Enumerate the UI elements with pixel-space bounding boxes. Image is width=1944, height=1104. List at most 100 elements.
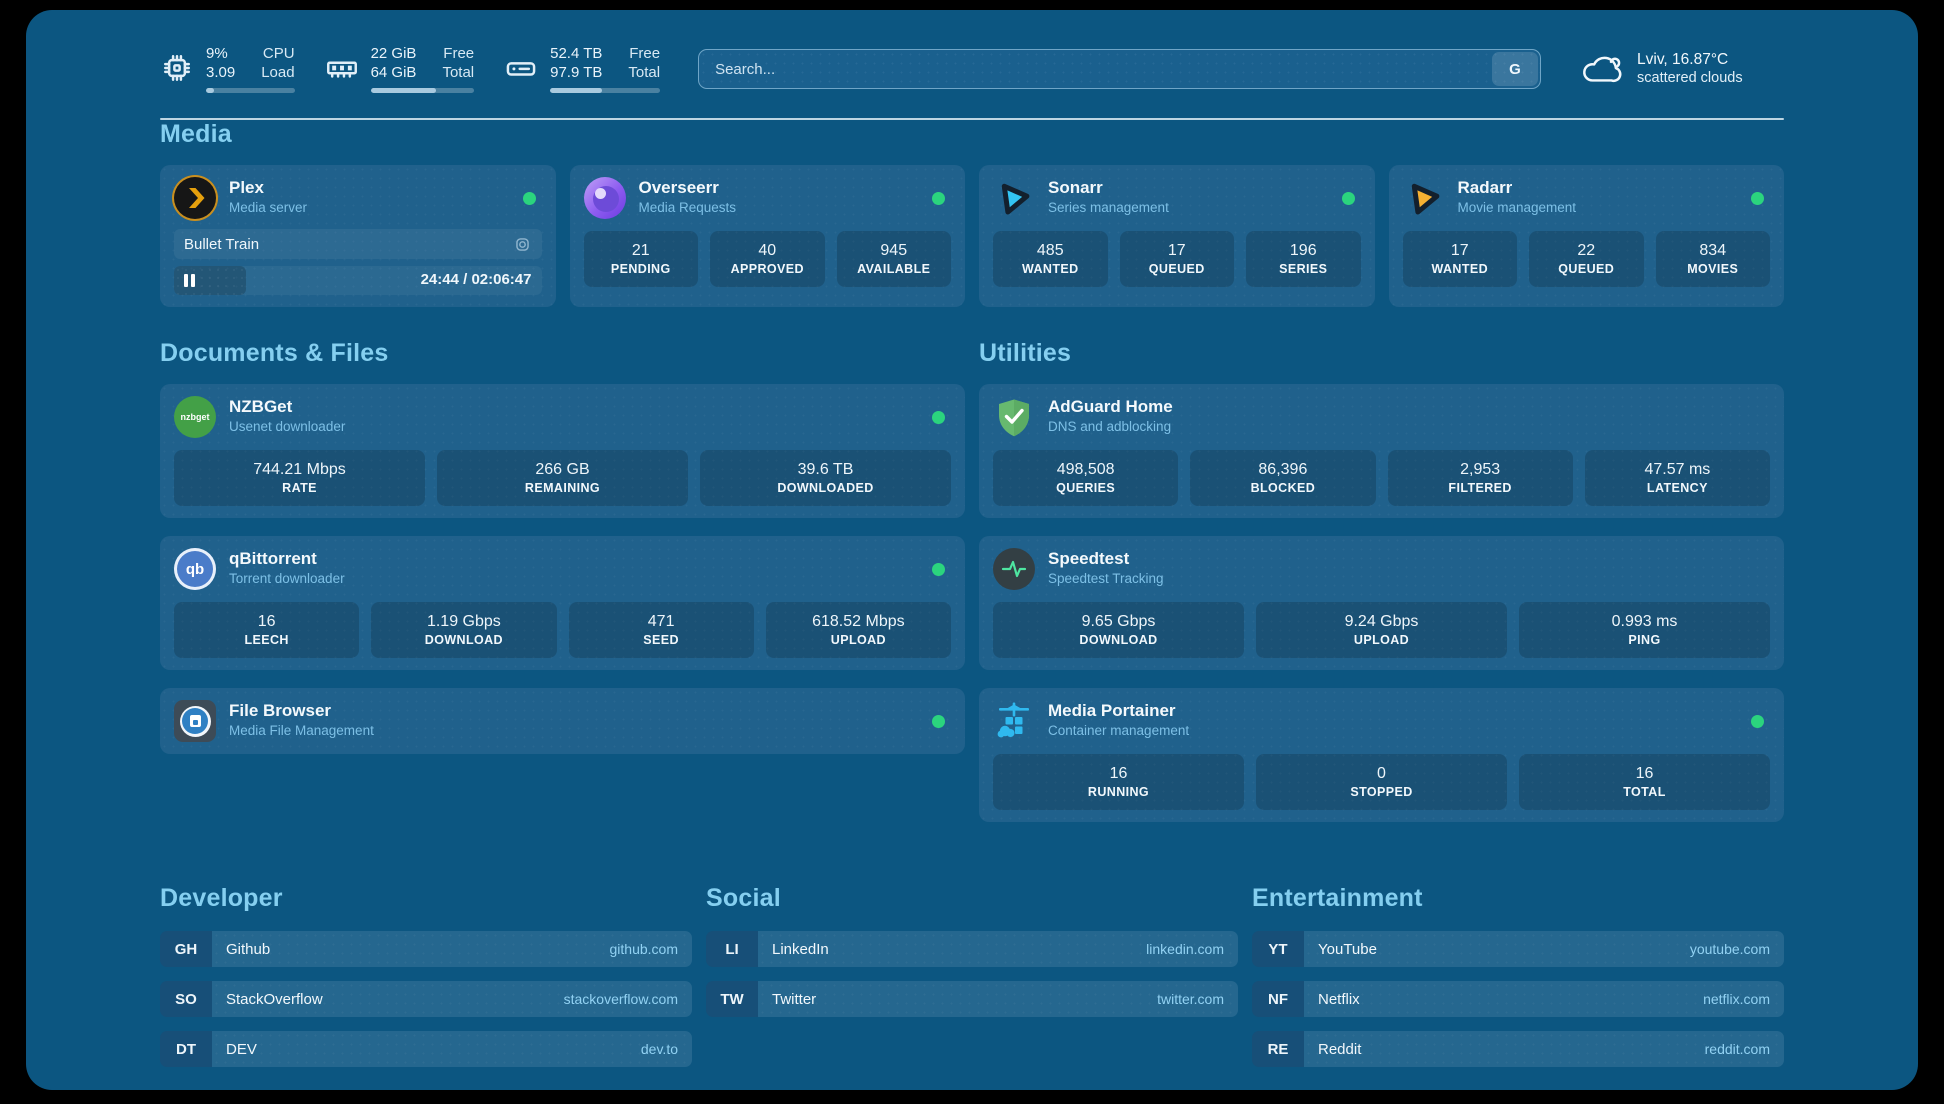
stat-label: DOWNLOAD xyxy=(424,633,503,647)
stat-label: PING xyxy=(1628,633,1661,647)
stat-value: 196 xyxy=(1289,242,1317,259)
app-subtitle: Usenet downloader xyxy=(229,419,346,434)
cloud-icon xyxy=(1583,56,1622,83)
pause-icon[interactable] xyxy=(184,274,195,287)
bookmark-url: youtube.com xyxy=(1689,941,1770,957)
utilities-column: Utilities AdGuard Home DNS and adblockin… xyxy=(979,339,1784,840)
playback-progress-bar[interactable]: 24:44 / 02:06:47 xyxy=(174,266,542,295)
app-subtitle: Movie management xyxy=(1457,200,1577,215)
stat-value: 9.24 Gbps xyxy=(1344,613,1419,630)
stat-tile: 47.57 ms LATENCY xyxy=(1584,450,1770,506)
bookmark-netflix[interactable]: NF Netflix netflix.com xyxy=(1252,981,1784,1017)
stat-tile: 9.24 Gbps UPLOAD xyxy=(1256,602,1507,658)
search-input[interactable] xyxy=(698,49,1541,89)
section-title-documents: Documents & Files xyxy=(160,339,389,367)
stat-tile: 16 TOTAL xyxy=(1519,754,1770,810)
stat-value: 744.21 Mbps xyxy=(253,461,346,478)
app-card-nzbget[interactable]: nzbget NZBGet Usenet downloader 744.21 M… xyxy=(160,384,965,518)
app-name: Radarr xyxy=(1457,178,1513,197)
bookmark-name: Reddit xyxy=(1318,1040,1362,1058)
stat-tile: 834 MOVIES xyxy=(1655,231,1770,287)
stat-value: 1.19 Gbps xyxy=(426,613,501,630)
bookmark-youtube[interactable]: YT YouTube youtube.com xyxy=(1252,931,1784,967)
stat-value: 39.6 TB xyxy=(797,461,854,478)
app-card-adguard[interactable]: AdGuard Home DNS and adblocking 498,508 … xyxy=(979,384,1784,518)
stat-tile: 618.52 Mbps UPLOAD xyxy=(765,602,951,658)
app-card-plex[interactable]: Plex Media server Bullet Train 24:44 / 0… xyxy=(160,165,556,307)
app-subtitle: Torrent downloader xyxy=(229,571,345,586)
stat-label: QUEUED xyxy=(1558,262,1615,276)
app-card-qbittorrent[interactable]: qb qBittorrent Torrent downloader 16 LEE… xyxy=(160,536,965,670)
bookmark-twitter[interactable]: TW Twitter twitter.com xyxy=(706,981,1238,1017)
stat-tile: 0 STOPPED xyxy=(1256,754,1507,810)
stat-value: 22 xyxy=(1577,242,1596,259)
bookmark-abbr: TW xyxy=(706,981,758,1017)
app-card-radarr[interactable]: Radarr Movie management 17 WANTED 22 QUE… xyxy=(1388,165,1784,307)
app-name: Sonarr xyxy=(1048,178,1103,197)
radarr-icon xyxy=(1403,177,1445,219)
memory-icon xyxy=(326,61,357,78)
qbittorrent-icon: qb xyxy=(174,548,216,590)
bookmark-url: netflix.com xyxy=(1703,991,1770,1007)
app-card-filebrowser[interactable]: File Browser Media File Management xyxy=(160,688,965,754)
search-engine-button[interactable]: G xyxy=(1492,52,1538,86)
bookmark-linkedin[interactable]: LI LinkedIn linkedin.com xyxy=(706,931,1238,967)
status-dot xyxy=(932,410,945,424)
stat-tile: 16 RUNNING xyxy=(993,754,1244,810)
memory-label-2: Total xyxy=(442,64,475,81)
bookmark-abbr: RE xyxy=(1252,1031,1304,1067)
bookmark-url: stackoverflow.com xyxy=(563,991,678,1007)
app-card-portainer[interactable]: Media Portainer Container management 16 … xyxy=(979,688,1784,822)
app-name: qBittorrent xyxy=(229,549,317,568)
status-dot xyxy=(932,191,945,205)
bookmark-stackoverflow[interactable]: SO StackOverflow stackoverflow.com xyxy=(160,981,692,1017)
weather-location-temp: Lviv, 16.87°C xyxy=(1637,51,1729,68)
memory-progress-fill xyxy=(370,88,436,93)
cpu-label-2: Load xyxy=(261,64,295,81)
status-dot xyxy=(1751,191,1764,205)
disk-label-1: Free xyxy=(629,45,661,62)
disk-progress-bar xyxy=(550,88,661,93)
app-name: File Browser xyxy=(229,701,332,720)
disk-value-1: 52.4 TB xyxy=(550,45,603,62)
bookmark-name: Netflix xyxy=(1318,990,1360,1008)
app-name: NZBGet xyxy=(229,397,293,416)
app-card-sonarr[interactable]: Sonarr Series management 485 WANTED 17 Q… xyxy=(979,165,1375,307)
app-card-overseerr[interactable]: Overseerr Media Requests 21 PENDING 40 A… xyxy=(569,165,965,307)
session-icon[interactable] xyxy=(513,235,532,254)
stat-label: BLOCKED xyxy=(1250,481,1316,495)
app-name: Media Portainer xyxy=(1048,701,1176,720)
bookmark-abbr: DT xyxy=(160,1031,212,1067)
stat-value: 16 xyxy=(1635,765,1654,782)
bookmark-group-entertainment: Entertainment YT YouTube youtube.com NF … xyxy=(1252,884,1784,1081)
stat-value: 40 xyxy=(758,242,777,259)
stat-tile: 945 AVAILABLE xyxy=(836,231,951,287)
bookmark-name: Github xyxy=(226,940,271,958)
stat-value: 618.52 Mbps xyxy=(812,613,905,630)
cpu-icon xyxy=(163,54,191,82)
app-name: Overseerr xyxy=(638,178,719,197)
section-title-utilities: Utilities xyxy=(979,339,1072,367)
stat-value: 16 xyxy=(257,613,276,630)
app-subtitle: Container management xyxy=(1048,723,1190,738)
stat-tile: 17 QUEUED xyxy=(1119,231,1234,287)
bookmark-group-social: Social LI LinkedIn linkedin.com TW Twitt… xyxy=(706,884,1238,1081)
app-card-speedtest[interactable]: Speedtest Speedtest Tracking 9.65 Gbps D… xyxy=(979,536,1784,670)
section-title-developer: Developer xyxy=(160,884,283,912)
stat-value: 485 xyxy=(1036,242,1064,259)
disk-label-2: Total xyxy=(628,64,661,81)
bookmark-dev[interactable]: DT DEV dev.to xyxy=(160,1031,692,1067)
stat-tile: 744.21 Mbps RATE xyxy=(174,450,425,506)
media-grid: Plex Media server Bullet Train 24:44 / 0… xyxy=(160,165,1784,307)
disk-icon xyxy=(506,62,536,76)
sonarr-icon xyxy=(993,177,1035,219)
speedtest-icon xyxy=(993,548,1035,590)
memory-value-2: 64 GiB xyxy=(370,64,417,81)
bookmark-github[interactable]: GH Github github.com xyxy=(160,931,692,967)
disk-progress-fill xyxy=(550,88,602,93)
stat-tile: 9.65 Gbps DOWNLOAD xyxy=(993,602,1244,658)
section-title-entertainment: Entertainment xyxy=(1252,884,1423,912)
stat-tile: 86,396 BLOCKED xyxy=(1190,450,1376,506)
bookmark-name: YouTube xyxy=(1318,940,1377,958)
bookmark-reddit[interactable]: RE Reddit reddit.com xyxy=(1252,1031,1784,1067)
